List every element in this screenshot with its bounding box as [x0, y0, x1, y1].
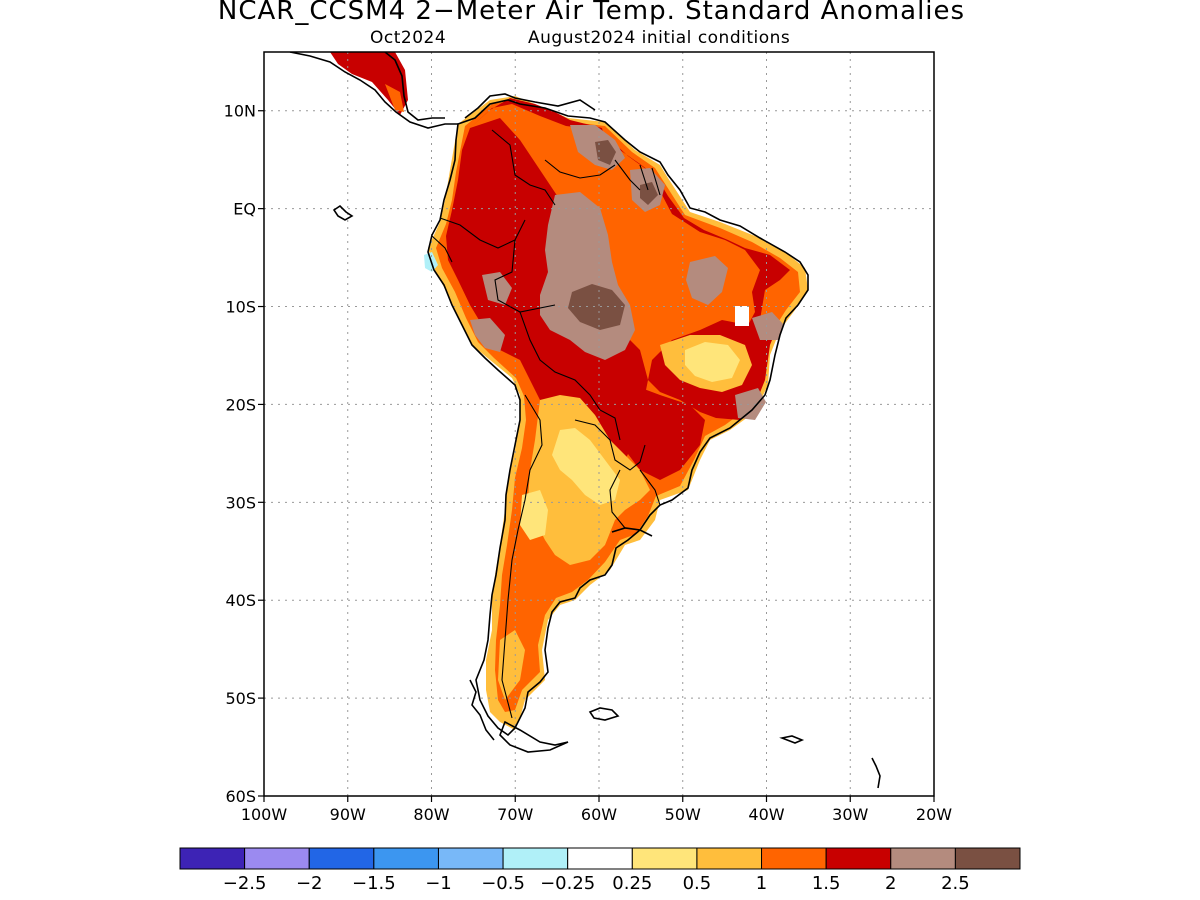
colorbar-swatch — [696, 847, 763, 870]
colorbar-label: 0.25 — [612, 873, 652, 894]
lon-tick-label: 100W — [241, 805, 288, 824]
colorbar-label: −2 — [296, 873, 323, 894]
lon-tick-label: 40W — [748, 805, 784, 824]
colorbar-swatch — [502, 847, 569, 870]
border-bolivia — [519, 311, 621, 441]
anomaly-zone-dark-red-east — [620, 380, 705, 480]
sandwich-islands — [871, 757, 881, 789]
lon-tick-label: 90W — [330, 805, 366, 824]
galapagos — [332, 204, 354, 221]
map-title: NCAR_CCSM4 2−Meter Air Temp. Standard An… — [217, 0, 966, 26]
colorbar-swatch — [373, 847, 439, 870]
border-paraguay — [574, 419, 646, 471]
colorbar-swatch — [179, 847, 246, 870]
anomaly-zone-darkbrown-amazon — [568, 284, 625, 330]
lat-tick-label: 60S — [225, 787, 256, 806]
anomaly-zone-yellow-east — [685, 342, 740, 382]
lat-tick-label: 10N — [224, 102, 256, 121]
colorbar-label: 2 — [885, 873, 896, 894]
lat-tick-label: 20S — [225, 395, 256, 414]
anomaly-zone-yellow-south — [520, 490, 548, 540]
central-america-north-coast — [384, 52, 445, 121]
anomaly-zone-yellow-central — [552, 428, 620, 505]
lon-tick-label: 60W — [581, 805, 617, 824]
caribbean-coast — [464, 93, 596, 119]
grid-lines — [264, 52, 934, 796]
border-venezuela-brazil — [544, 159, 616, 179]
lon-tick-label: 80W — [413, 805, 449, 824]
colorbar-swatch — [308, 847, 375, 870]
colorbar-swatch — [954, 847, 1021, 870]
border-ecuador-peru — [431, 235, 453, 263]
lon-tick-label: 70W — [497, 805, 533, 824]
anomaly-zone-central-america-orange — [385, 84, 404, 112]
forecast-month: Oct2024 — [370, 28, 447, 48]
south-georgia — [779, 735, 805, 744]
colorbar-label: −2.5 — [223, 873, 267, 894]
colorbar-label: −1.5 — [352, 873, 396, 894]
south-america-coastline — [427, 99, 809, 737]
central-america-coastline — [289, 52, 458, 129]
lat-tick-label: 40S — [225, 591, 256, 610]
border-colombia-venezuela — [491, 129, 556, 206]
uruguay-coast — [611, 527, 653, 537]
anomaly-missing-cell — [735, 306, 749, 326]
border-argentina-uruguay-brazil — [609, 469, 661, 529]
lat-tick-label: 30S — [225, 493, 256, 512]
tierra-del-fuego — [499, 720, 569, 753]
anomaly-zone-brown-west — [482, 272, 512, 305]
coastlines — [289, 52, 881, 789]
colorbar-label: 0.5 — [683, 873, 712, 894]
anomaly-field — [330, 52, 808, 730]
colorbar: −2.5 −2 −1.5 −1 −0.5 −0.25 0.25 0.5 1 1.5 2 2.5 — [179, 847, 1021, 894]
lat-tick-label: EQ — [233, 200, 256, 219]
initial-conditions: August2024 initial conditions — [528, 28, 791, 48]
colorbar-label: 1 — [756, 873, 767, 894]
anomaly-zone-brown-ne — [686, 256, 728, 305]
colorbar-swatch — [567, 847, 633, 870]
colorbar-label: −1 — [425, 873, 452, 894]
anomaly-zone-brown-peru — [470, 318, 505, 352]
colorbar-swatch — [437, 847, 504, 870]
lat-tick-label: 10S — [225, 298, 256, 317]
longitude-axis: 100W 90W 80W 70W 60W 50W 40W 30W 20W — [241, 796, 952, 824]
lat-tick-label: 50S — [225, 689, 256, 708]
colorbar-label: 2.5 — [941, 873, 970, 894]
colorbar-swatch — [761, 847, 827, 870]
lon-tick-label: 50W — [665, 805, 701, 824]
border-guianas — [614, 159, 661, 196]
lon-tick-label: 20W — [916, 805, 952, 824]
border-colombia-peru — [439, 217, 526, 249]
colorbar-label: 1.5 — [812, 873, 841, 894]
border-peru-brazil — [494, 239, 556, 313]
lon-tick-label: 30W — [832, 805, 868, 824]
anomaly-zone-darkbrown-north — [595, 140, 616, 165]
colorbar-swatch — [825, 847, 892, 870]
anomaly-zone-brown-se — [735, 388, 766, 420]
colorbar-label: −0.25 — [540, 873, 595, 894]
colorbar-swatch — [244, 847, 310, 870]
colorbar-label: −0.5 — [481, 873, 525, 894]
anomaly-zone-darkbrown-guiana — [640, 182, 658, 205]
anomaly-zone-brown-east — [752, 312, 784, 340]
colorbar-swatch — [890, 847, 956, 870]
anomaly-zone-central-america — [330, 52, 408, 115]
chile-islands — [469, 679, 495, 741]
country-borders — [431, 129, 661, 719]
border-chile-argentina — [501, 394, 543, 719]
colorbar-swatch — [631, 847, 698, 870]
falklands — [588, 707, 620, 721]
latitude-axis: 10N EQ 10S 20S 30S 40S 50S 60S — [224, 102, 264, 806]
